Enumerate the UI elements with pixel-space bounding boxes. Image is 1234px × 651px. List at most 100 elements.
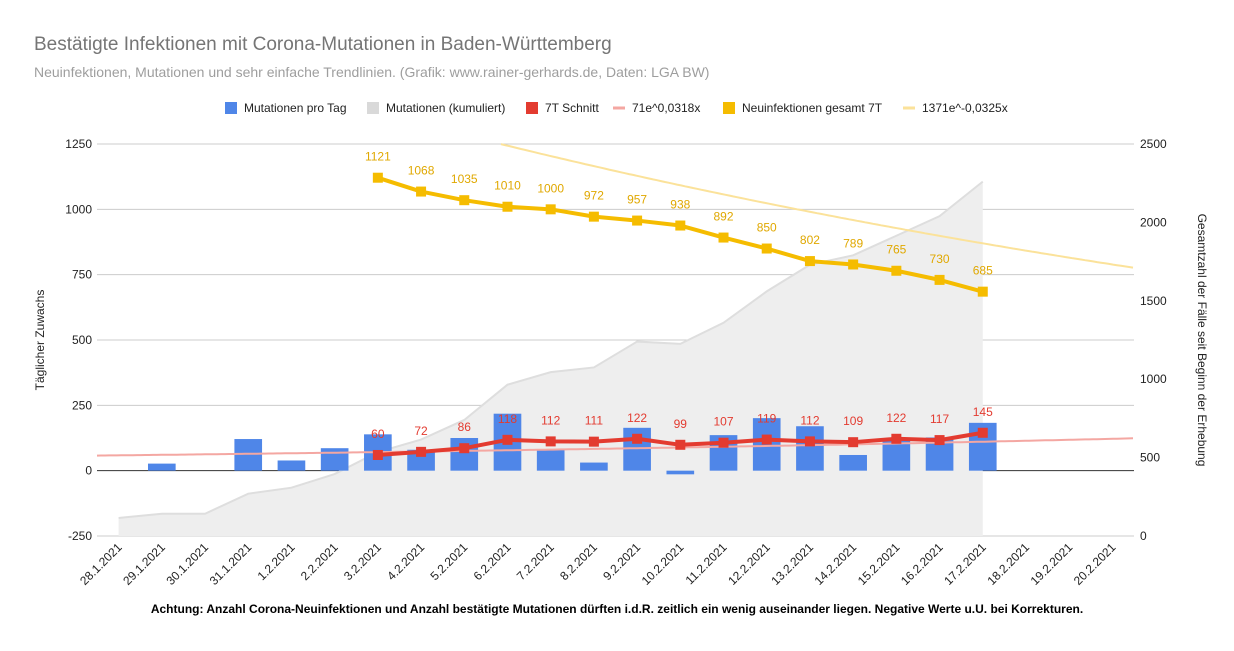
series-marker: [934, 435, 945, 446]
trendline: [500, 143, 1134, 269]
series-marker: [848, 259, 859, 270]
y-left-tick-label: 750: [72, 268, 92, 282]
y-left-tick-label: 1000: [65, 202, 92, 216]
series-marker: [977, 286, 988, 297]
legend-label: Mutationen pro Tag: [244, 101, 347, 115]
y-right-tick-label: 1000: [1140, 372, 1167, 386]
bar: [407, 449, 435, 471]
y-right-tick-label: 0: [1140, 529, 1147, 543]
series-lines: [372, 172, 988, 460]
legend-label: Mutationen (kumuliert): [386, 101, 505, 115]
x-tick-label: 31.1.2021: [207, 540, 255, 588]
cumulative-line: [118, 180, 984, 519]
series-marker: [459, 195, 470, 206]
x-tick-label: 13.2.2021: [768, 540, 816, 588]
y-left-tick-label: 500: [72, 333, 92, 347]
series-marker: [675, 439, 686, 450]
y-right-tick-label: 2500: [1140, 137, 1167, 151]
data-label: 118: [498, 412, 517, 426]
legend-swatch: [367, 102, 379, 114]
series-marker: [848, 437, 859, 448]
cumulative-area-fill: [118, 181, 983, 536]
series-marker: [416, 446, 427, 457]
data-label: 1010: [494, 179, 521, 193]
data-label: 850: [757, 221, 777, 235]
data-label: 109: [843, 414, 863, 428]
series-marker: [804, 436, 815, 447]
series-marker: [675, 220, 686, 231]
series-marker: [502, 201, 513, 212]
legend-label: 7T Schnitt: [545, 101, 599, 115]
bar: [839, 454, 867, 471]
x-tick-label: 11.2.2021: [683, 540, 730, 587]
series-marker: [632, 215, 643, 226]
series-marker: [934, 274, 945, 285]
series-marker: [588, 436, 599, 447]
data-label: 957: [627, 193, 647, 207]
trendline: [96, 437, 1134, 457]
data-label: 112: [800, 413, 819, 427]
series-marker: [632, 433, 643, 444]
data-label: 730: [930, 252, 950, 266]
x-tick-label: 6.2.2021: [471, 540, 514, 583]
series-marker: [372, 172, 383, 183]
trendlines: [96, 143, 1134, 457]
bar: [320, 448, 349, 471]
x-tick-label: 8.2.2021: [557, 540, 600, 583]
data-label: 119: [757, 412, 776, 426]
bar: [536, 449, 565, 471]
legend-swatch: [225, 102, 237, 114]
chart-title: Bestätigte Infektionen mit Corona-Mutati…: [34, 34, 612, 55]
data-labels: 1121 1068 1035 1010 1000 972 957 938 892 850 802 78…: [365, 150, 993, 441]
y-left-tick-label: -250: [68, 529, 92, 543]
y-left-tick-label: 250: [72, 398, 92, 412]
series-marker: [459, 443, 470, 454]
series-marker: [372, 449, 383, 460]
x-tick-label: 28.1.2021: [77, 540, 125, 588]
y-left-tick-label: 0: [85, 464, 92, 478]
x-tick-label: 7.2.2021: [514, 540, 557, 583]
data-label: 685: [973, 264, 993, 278]
data-label: 107: [714, 415, 734, 429]
series-marker: [804, 256, 815, 267]
series-marker: [977, 427, 988, 438]
series-marker: [761, 243, 772, 254]
y-left-axis-title: Täglicher Zuwachs: [33, 290, 47, 391]
x-tick-label: 3.2.2021: [341, 540, 384, 583]
x-tick-label: 12.2.2021: [725, 540, 773, 588]
y-right-tick-label: 2000: [1140, 215, 1167, 229]
data-label: 60: [371, 427, 385, 441]
data-label: 111: [585, 414, 604, 428]
y-right-axis-title: Gesamtzahl der Fälle seit Beginn der Erh…: [1195, 214, 1209, 467]
data-label: 122: [886, 411, 906, 425]
series-marker: [718, 232, 729, 243]
footnote: Achtung: Anzahl Corona-Neuinfektionen un…: [150, 602, 1084, 616]
series-marker: [416, 186, 427, 197]
x-tick-label: 4.2.2021: [384, 540, 427, 583]
bar: [796, 426, 824, 471]
bar: [277, 460, 306, 471]
series-marker: [545, 436, 556, 447]
bar: [580, 462, 608, 471]
data-label: 765: [886, 243, 906, 257]
legend-label: 71e^0,0318x: [632, 101, 700, 115]
data-label: 802: [800, 233, 820, 247]
x-tick-label: 19.2.2021: [1028, 540, 1076, 588]
series-marker: [502, 434, 513, 445]
bar: [666, 470, 695, 475]
series-marker: [588, 211, 599, 222]
series-marker: [891, 265, 902, 276]
series-marker: [718, 437, 729, 448]
data-label: 789: [843, 236, 863, 250]
bar: [450, 438, 479, 471]
data-label: 86: [458, 420, 472, 434]
x-tick-label: 1.2.2021: [255, 540, 298, 583]
data-label: 99: [674, 417, 688, 431]
data-label: 112: [541, 413, 560, 427]
legend: Mutationen pro Tag Mutationen (kumuliert)…: [225, 101, 1008, 115]
series-marker: [891, 433, 902, 444]
data-label: 1068: [408, 164, 435, 178]
data-label: 122: [627, 411, 647, 425]
x-tick-label: 2.2.2021: [298, 540, 341, 583]
cumulative-area: [118, 180, 984, 536]
